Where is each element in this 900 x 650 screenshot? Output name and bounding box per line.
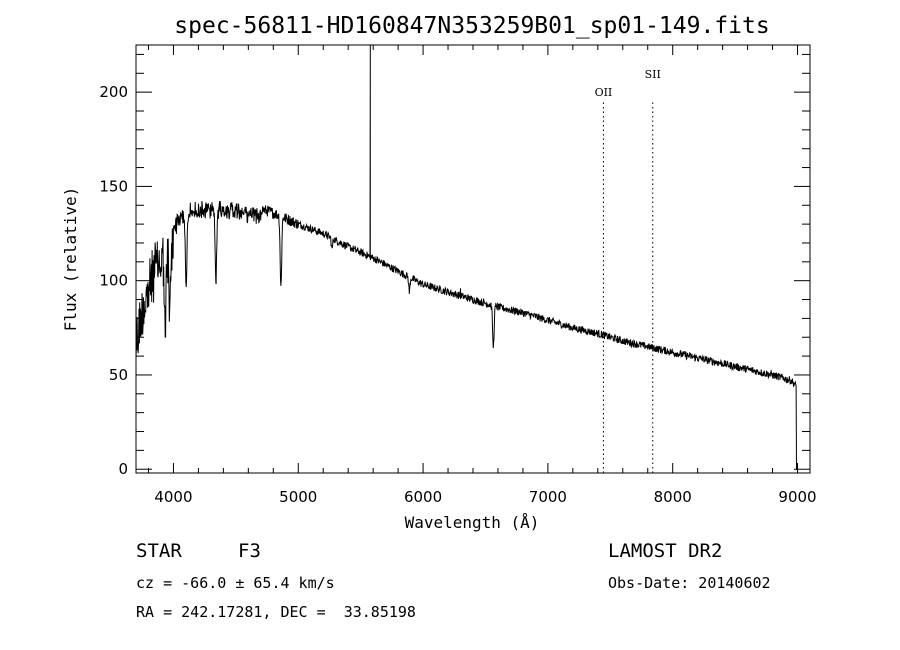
x-tick-label: 8000 <box>654 488 692 506</box>
line-markers: OII SII <box>595 68 661 473</box>
y-axis-label: Flux (relative) <box>61 187 80 332</box>
survey-name: LAMOST DR2 <box>608 540 723 562</box>
object-subclass: F3 <box>238 540 261 562</box>
y-tick-label: 50 <box>109 366 128 384</box>
spectrum-line <box>135 44 798 470</box>
axis-ticks <box>136 45 810 473</box>
x-tick-label: 4000 <box>154 488 192 506</box>
y-tick-labels: 0 50 100 150 200 <box>99 83 128 478</box>
marker-label-sii: SII <box>645 68 661 81</box>
y-tick-label: 150 <box>99 177 128 195</box>
x-tick-labels: 4000 5000 6000 7000 8000 9000 <box>154 488 816 506</box>
x-tick-label: 6000 <box>404 488 442 506</box>
obs-date: Obs-Date: 20140602 <box>608 574 771 592</box>
y-tick-label: 0 <box>118 460 128 478</box>
redshift-info: cz = -66.0 ± 65.4 km/s <box>136 574 335 592</box>
marker-label-oii: OII <box>595 86 613 99</box>
y-tick-label: 100 <box>99 272 128 290</box>
x-tick-label: 5000 <box>279 488 317 506</box>
x-axis-label: Wavelength (Å) <box>405 513 540 532</box>
x-tick-label: 7000 <box>529 488 567 506</box>
object-class: STAR <box>136 540 182 562</box>
plot-frame <box>135 44 811 474</box>
coordinates: RA = 242.17281, DEC = 33.85198 <box>136 603 416 621</box>
y-tick-label: 200 <box>99 83 128 101</box>
x-tick-label: 9000 <box>778 488 816 506</box>
chart-title: spec-56811-HD160847N353259B01_sp01-149.f… <box>174 13 769 39</box>
